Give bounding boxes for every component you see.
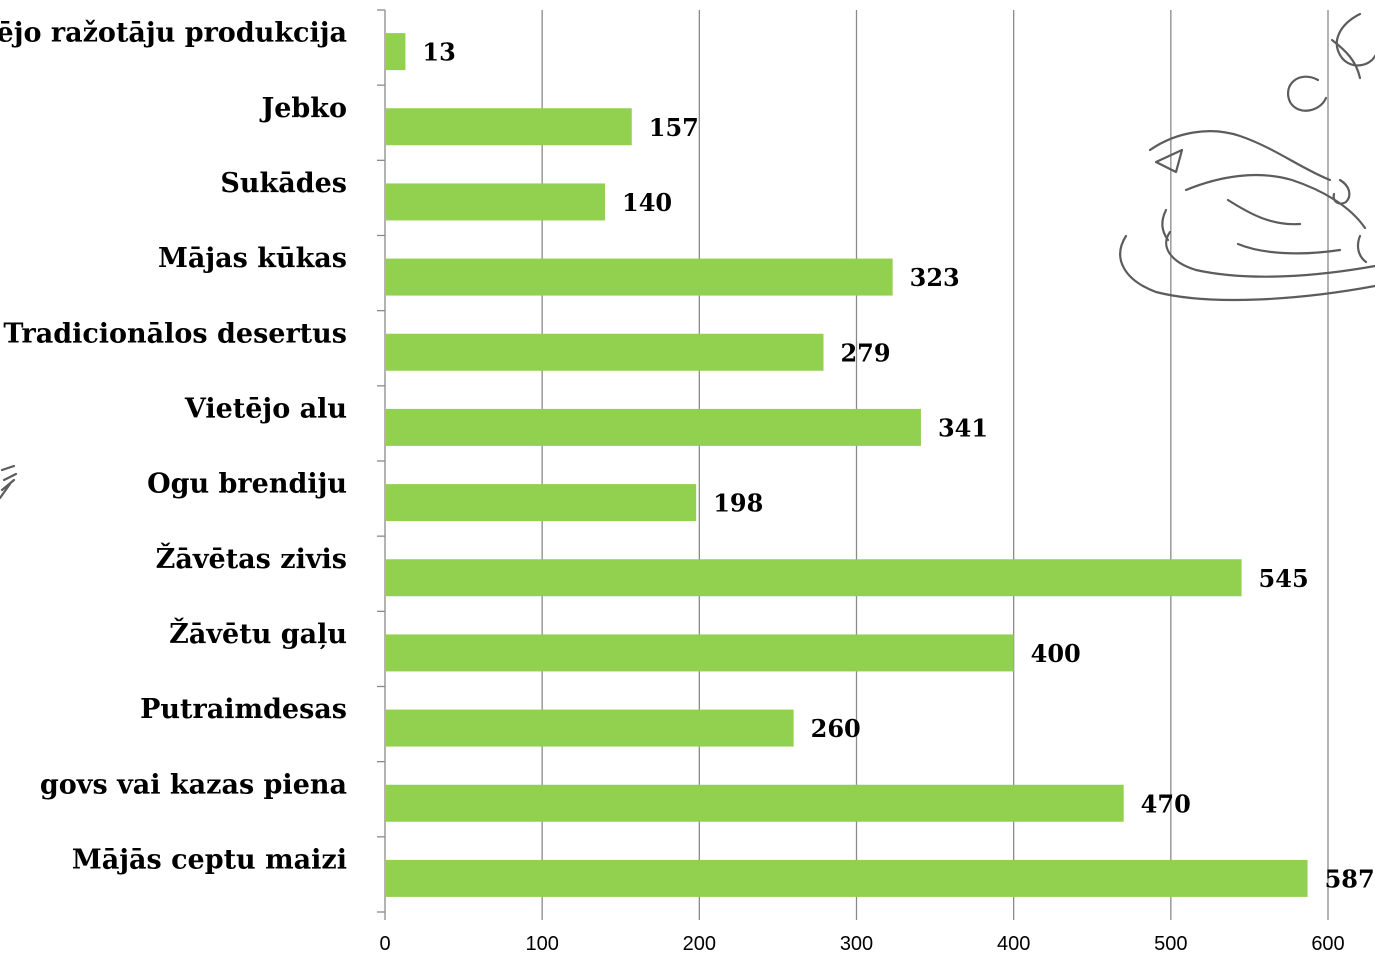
data-label: 341 [938,413,988,442]
bar [386,333,824,371]
category-label: Mājās ceptu maizi [72,844,347,875]
category-label: Sukādes [220,168,347,199]
bar [386,258,893,296]
x-tick-label: 400 [997,933,1030,955]
axes [377,9,1329,920]
bar [386,709,794,747]
bar [386,183,606,221]
data-label: 198 [713,489,763,518]
category-label: Jebko [259,93,347,124]
bar [386,108,632,146]
category-label: Mājas kūkas [158,243,347,274]
category-label: Vietējo ražotāju produkcija [0,18,347,49]
bars [386,33,1308,897]
category-label: Putraimdesas [140,694,347,725]
data-label: 260 [811,714,861,743]
x-tick-label: 300 [840,933,873,955]
x-tick-label: 200 [683,933,716,955]
bar [386,859,1308,897]
data-label: 279 [840,338,890,367]
category-label: Vietējo alu [184,393,347,424]
category-label: Žāvētu gaļu [169,617,347,650]
x-tick-label: 0 [379,933,390,955]
data-label: 545 [1259,564,1309,593]
data-label: 587 [1325,864,1375,893]
labels: 0 100 200 300 400 500 600 587 Mājās ceptu maizi 4… [0,18,1375,955]
x-tick-label: 500 [1154,933,1187,955]
data-label: 323 [910,263,960,292]
fisherman-doodle [0,12,1375,500]
data-label: 157 [649,113,699,142]
data-label: 140 [622,188,672,217]
gridlines [541,10,1329,912]
bar [386,484,697,522]
bar [386,784,1124,822]
x-tick-label: 600 [1311,933,1344,955]
x-tick-label: 100 [525,933,558,955]
category-label: Žāvētas zivis [156,542,347,575]
bar [386,33,406,71]
data-label: 13 [422,38,455,67]
category-label: Tradicionālos desertus [3,318,347,349]
bar [386,634,1014,672]
category-label: Ogu brendiju [147,469,347,500]
data-label: 400 [1031,639,1081,668]
bar [386,559,1242,597]
data-label: 470 [1141,789,1191,818]
bar [386,408,921,446]
category-label: govs vai kazas piena [40,769,347,800]
